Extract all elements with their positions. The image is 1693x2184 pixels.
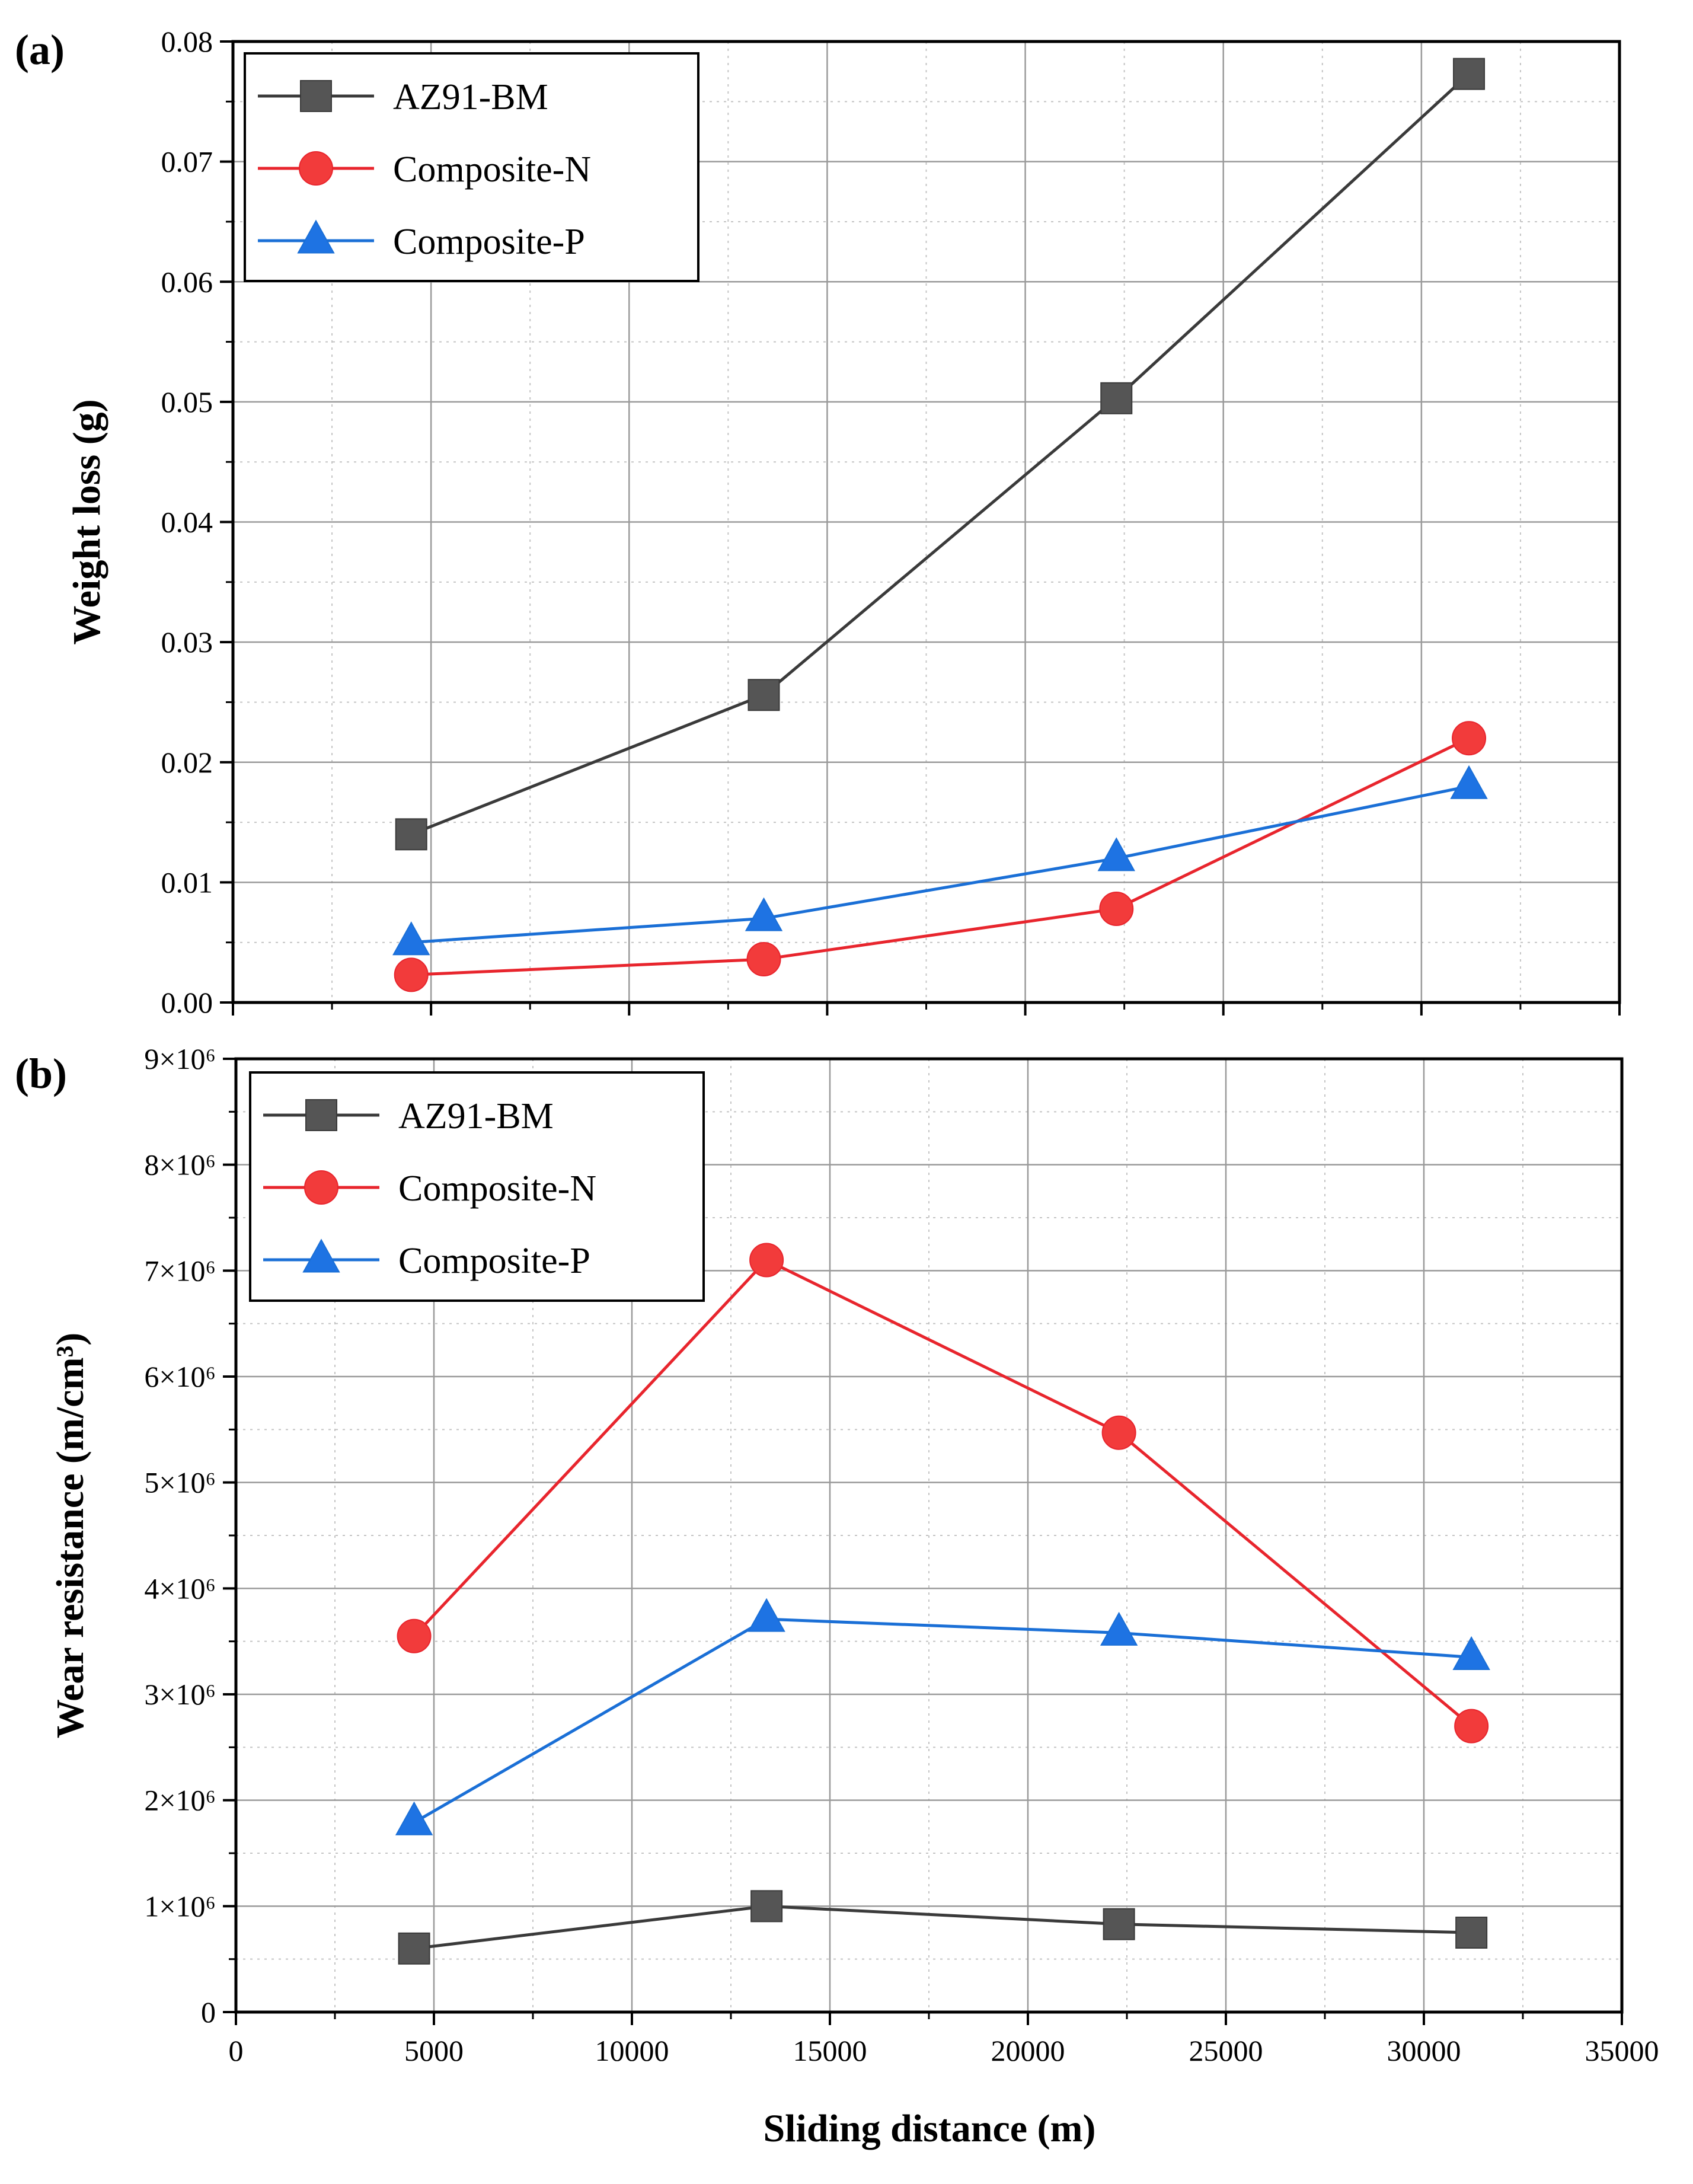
data-point-az91-bm — [750, 1890, 783, 1923]
legend-marker-composite-p — [302, 1238, 340, 1273]
legend-label: AZ91-BM — [398, 1096, 554, 1136]
data-point-az91-bm — [1453, 58, 1486, 90]
data-point-composite-n — [397, 1618, 432, 1653]
data-point-az91-bm — [1103, 1908, 1135, 1940]
y-tick-label: 4×10⁶ — [144, 1572, 216, 1605]
y-tick-label: 0 — [201, 1995, 216, 2029]
legend-marker-composite-n — [299, 151, 333, 186]
x-tick-label: 30000 — [1387, 2034, 1461, 2067]
data-point-composite-n — [746, 942, 781, 977]
legend-label: Composite-N — [393, 149, 591, 190]
panel-b: 0 1×10⁶ 2×10⁶ 3×10⁶ 4×10⁶ 5×10⁶ 6×10⁶ 7×10⁶ 8×10… — [49, 1042, 1659, 2067]
legend-label: Composite-N — [398, 1168, 596, 1209]
series-line-az91-bm — [414, 1904, 1472, 1950]
y-tick-label: 8×10⁶ — [144, 1148, 216, 1182]
data-point-az91-bm — [748, 679, 780, 711]
y-tick-label: 7×10⁶ — [144, 1254, 216, 1287]
y-tick-label: 2×10⁶ — [144, 1784, 216, 1817]
data-point-az91-bm — [395, 818, 427, 851]
x-tick-label: 20000 — [991, 2034, 1065, 2067]
legend-marker-az91-bm — [300, 80, 332, 112]
x-axis-title: Sliding distance (m) — [763, 2107, 1095, 2150]
data-point-composite-p — [748, 1598, 785, 1632]
panel-a: 0.00 0.01 0.02 0.03 0.04 0.05 0.06 0.07 0.08 Weig… — [65, 25, 1621, 1019]
y-tick-label: 0.02 — [161, 746, 213, 779]
series-line-composite-n — [413, 1258, 1472, 1728]
legend-label: AZ91-BM — [393, 77, 548, 117]
series-line-composite-p — [413, 1617, 1472, 1824]
x-tick-label: 15000 — [793, 2034, 867, 2067]
data-point-composite-p — [392, 921, 430, 956]
data-point-composite-n — [1099, 891, 1134, 926]
legend: AZ91-BM Composite-N Composite-P — [249, 1071, 705, 1302]
legend-marker-az91-bm — [305, 1099, 337, 1131]
x-tick-label: 0 — [229, 2034, 244, 2067]
data-point-composite-p — [1097, 837, 1135, 871]
x-tick-label: 25000 — [1189, 2034, 1263, 2067]
data-point-composite-n — [1454, 1709, 1489, 1744]
y-tick-label: 0.00 — [161, 986, 213, 1019]
data-point-az91-bm — [1455, 1917, 1488, 1949]
legend-marker-composite-n — [304, 1170, 338, 1205]
y-tick-label: 0.04 — [161, 506, 213, 539]
data-point-composite-n — [1101, 1415, 1136, 1450]
y-tick-label: 9×10⁶ — [144, 1042, 216, 1075]
data-point-az91-bm — [1100, 382, 1133, 414]
y-tick-label: 6×10⁶ — [144, 1360, 216, 1393]
data-point-composite-n — [749, 1243, 784, 1278]
data-point-composite-p — [1450, 765, 1488, 799]
data-point-composite-p — [1452, 1636, 1490, 1670]
series-line-az91-bm — [410, 72, 1470, 836]
legend-label: Composite-P — [393, 222, 585, 262]
x-tick-label: 10000 — [595, 2034, 669, 2067]
y-tick-label: 0.01 — [161, 866, 213, 899]
x-tick-label: 5000 — [404, 2034, 464, 2067]
data-point-composite-p — [1100, 1611, 1138, 1646]
y-tick-label: 0.05 — [161, 385, 213, 419]
legend: AZ91-BM Composite-N Composite-P — [244, 52, 699, 282]
y-axis-title: Wear resistance (m/cm³) — [49, 1333, 92, 1738]
data-point-composite-p — [745, 897, 783, 931]
legend-marker-composite-p — [297, 219, 335, 254]
series-line-composite-p — [411, 784, 1470, 944]
y-tick-label: 0.06 — [161, 265, 213, 298]
y-tick-label: 5×10⁶ — [144, 1466, 216, 1499]
y-tick-label: 3×10⁶ — [144, 1678, 216, 1711]
y-tick-label: 0.03 — [161, 625, 213, 659]
data-point-composite-n — [394, 957, 429, 992]
data-point-az91-bm — [398, 1932, 430, 1965]
y-tick-label: 1×10⁶ — [144, 1889, 216, 1923]
y-axis-title: Weight loss (g) — [65, 399, 108, 644]
y-tick-label: 0.08 — [161, 25, 213, 58]
data-point-composite-p — [395, 1801, 433, 1835]
panel-a-label: (a) — [15, 26, 65, 74]
legend-label: Composite-P — [398, 1241, 590, 1281]
panel-b-label: (b) — [15, 1050, 67, 1097]
x-tick-label: 35000 — [1585, 2034, 1659, 2067]
y-tick-label: 0.07 — [161, 145, 213, 178]
data-point-composite-n — [1452, 721, 1487, 756]
